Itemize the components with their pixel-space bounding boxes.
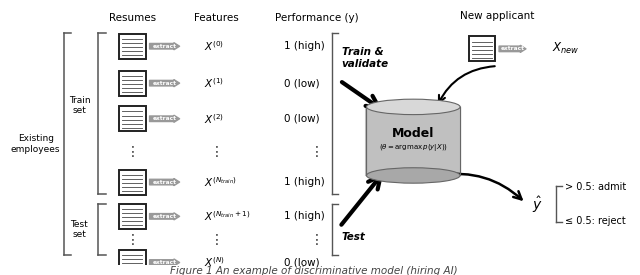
Text: ⋮: ⋮ — [125, 145, 140, 159]
FancyBboxPatch shape — [119, 169, 145, 195]
FancyArrowPatch shape — [150, 178, 180, 186]
FancyBboxPatch shape — [119, 204, 145, 229]
FancyBboxPatch shape — [119, 71, 145, 96]
Text: Existing
employees: Existing employees — [11, 134, 60, 153]
Ellipse shape — [367, 168, 460, 183]
FancyBboxPatch shape — [469, 36, 495, 61]
FancyArrowPatch shape — [150, 259, 180, 266]
Text: 1 (high): 1 (high) — [284, 41, 325, 51]
Text: 1 (high): 1 (high) — [284, 177, 325, 187]
Text: $X^{(2)}$: $X^{(2)}$ — [204, 112, 224, 126]
Text: Features: Features — [195, 13, 239, 23]
Text: $X_{new}$: $X_{new}$ — [552, 41, 580, 56]
Text: $\hat{y}$: $\hat{y}$ — [532, 194, 543, 214]
Text: ≤ 0.5: reject: ≤ 0.5: reject — [565, 216, 626, 226]
Text: $(\theta = \mathrm{argmax}\, p(y|X))$: $(\theta = \mathrm{argmax}\, p(y|X))$ — [379, 142, 448, 153]
Text: Model: Model — [392, 127, 435, 140]
Bar — [367, 107, 460, 175]
FancyArrowPatch shape — [150, 43, 180, 50]
Text: Train &
validate: Train & validate — [342, 47, 388, 69]
Text: $X^{(1)}$: $X^{(1)}$ — [204, 76, 224, 90]
Text: $X^{(N_{train})}$: $X^{(N_{train})}$ — [204, 175, 237, 189]
Text: extract: extract — [152, 116, 177, 121]
Ellipse shape — [367, 99, 460, 115]
Text: 0 (low): 0 (low) — [284, 114, 320, 124]
Text: ⋮: ⋮ — [125, 233, 140, 247]
FancyBboxPatch shape — [119, 250, 145, 275]
Text: $X^{(N_{train}+1)}$: $X^{(N_{train}+1)}$ — [204, 210, 251, 223]
Text: extract: extract — [152, 81, 177, 86]
Text: Test
set: Test set — [70, 220, 88, 239]
FancyArrowPatch shape — [499, 45, 526, 52]
Text: Train
set: Train set — [68, 96, 90, 115]
Text: Performance (y): Performance (y) — [275, 13, 358, 23]
Text: extract: extract — [152, 260, 177, 265]
Text: extract: extract — [152, 44, 177, 49]
Text: $X^{(0)}$: $X^{(0)}$ — [204, 39, 224, 53]
FancyArrowPatch shape — [150, 80, 180, 87]
Text: ⋮: ⋮ — [310, 233, 323, 247]
Text: Resumes: Resumes — [109, 13, 156, 23]
Text: Test: Test — [342, 232, 365, 243]
Text: 0 (low): 0 (low) — [284, 78, 320, 88]
Text: ⋮: ⋮ — [310, 145, 323, 159]
FancyBboxPatch shape — [119, 34, 145, 59]
Text: ⋮: ⋮ — [210, 145, 223, 159]
Text: 0 (low): 0 (low) — [284, 257, 320, 268]
Text: Figure 1 An example of discriminative model (hiring AI): Figure 1 An example of discriminative mo… — [170, 266, 457, 275]
Text: New applicant: New applicant — [460, 11, 535, 21]
Text: $X^{(N)}$: $X^{(N)}$ — [204, 255, 225, 270]
Text: > 0.5: admit: > 0.5: admit — [565, 182, 626, 192]
Text: extract: extract — [152, 180, 177, 185]
Text: ⋮: ⋮ — [210, 233, 223, 247]
Text: extract: extract — [152, 214, 177, 219]
Text: extract: extract — [500, 46, 525, 51]
FancyBboxPatch shape — [119, 106, 145, 131]
FancyArrowPatch shape — [150, 115, 180, 122]
FancyArrowPatch shape — [150, 213, 180, 220]
Text: 1 (high): 1 (high) — [284, 211, 325, 221]
